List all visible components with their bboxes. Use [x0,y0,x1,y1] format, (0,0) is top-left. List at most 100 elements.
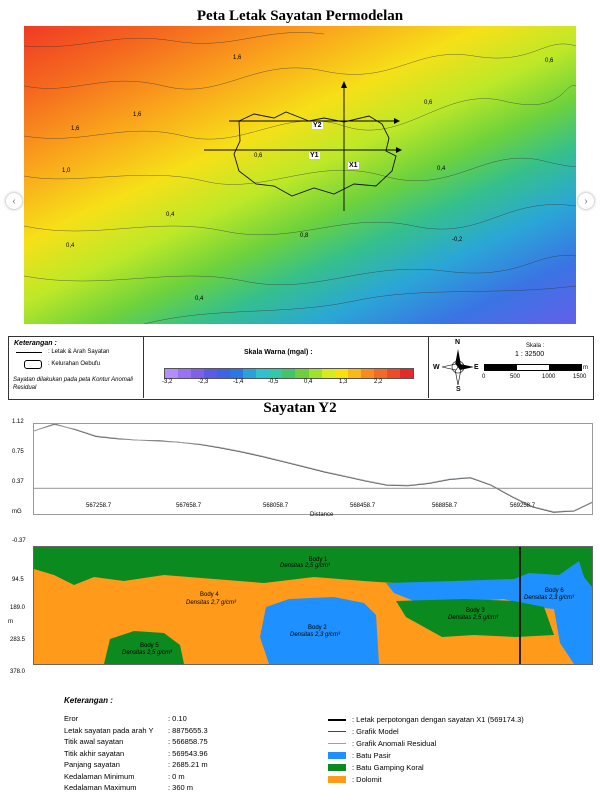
info-value: : 0.10 [168,714,187,723]
scale-tick: 1000 [542,374,556,380]
info-key: Kedalaman Maximum [64,783,137,792]
contour-label: 1,0 [62,168,71,174]
legend-heading: Keterangan : [14,340,57,347]
colorscale-cell [204,369,218,378]
colorscale-tick: 1,3 [339,379,348,385]
scale-tick: 1500 [573,374,587,380]
contour-label: 0,4 [195,296,204,302]
x-tick: 567658.7 [176,503,202,509]
contour-label: 0,8 [300,233,309,239]
series-line [33,423,593,513]
info-key: Panjang sayatan [64,760,120,769]
info-value: : 360 m [168,783,194,792]
chevron-right-icon: › [584,195,588,207]
legend-label: : Batu Pasir [352,751,391,760]
x-tick: 569258.7 [510,503,536,509]
info-key: Titik akhir sayatan [64,748,125,758]
scale-ratio: 1 : 32500 [515,351,545,358]
colorscale-cell [230,369,244,378]
legend-note: Sayatan dilakukan pada peta Kontur Anoma… [13,377,133,391]
contour-label: 0,4 [66,243,75,249]
contour-label: 1,6 [233,55,242,61]
x-tick: 567258.7 [86,503,112,509]
scale-label: Skala : [526,343,545,349]
colorscale-tick: -0,5 [268,379,279,385]
divider [143,337,144,398]
body-label: Body 5 [140,643,159,649]
colorscale-cell [334,369,348,378]
colorscale-cell [269,369,283,378]
colorscale-cell [165,369,179,378]
legend-label: : Batu Gamping Koral [352,763,424,772]
colorscale-cell [360,369,374,378]
colorscale-cell [347,369,361,378]
colorscale-cell [373,369,387,378]
legend-swatch [328,743,346,744]
gravity-profile-chart [33,423,593,515]
info-key: Eror [64,714,79,723]
colorscale-bar [164,368,414,379]
cross-section-model [33,546,593,665]
scale-tick: 0 [482,374,486,380]
x-axis-label: Distance [310,512,334,518]
compass-rose-icon [436,343,480,391]
legend-swatch [328,764,346,771]
colorscale-cell [243,369,257,378]
keterangan-heading: Keterangan : [64,696,113,705]
colorscale-tick: -2,3 [198,379,209,385]
scale-bar [484,364,582,371]
info-value: : 2685.21 m [168,760,208,769]
depth-tick: 94.5 [12,577,24,583]
colorscale-cell [191,369,205,378]
body-label: Body 4 [200,592,219,598]
contour-label: 1,6 [133,112,142,118]
colorscale-tick: 2,2 [374,379,383,385]
section-line-symbol [16,352,42,353]
y-tick: 0.37 [12,479,24,485]
info-key: Kedalaman Minimum [64,771,135,781]
colorscale-cell [282,369,296,378]
colorscale-cell [386,369,400,378]
colorscale-tick: -3,2 [162,379,173,385]
compass-w: W [433,364,440,371]
depth-tick: 378.0 [10,669,26,675]
info-value: : 8875655.3 [168,725,208,735]
colorscale-cell [217,369,231,378]
prev-slide-button[interactable]: ‹ [6,193,22,209]
cross-section-svg [34,547,592,664]
contour-label: 0,6 [424,100,433,106]
body-density: Densitas 2,5 g/cm³ [280,563,331,569]
contour-map [23,26,582,325]
contour-label: -0,2 [452,237,463,243]
gravity-profile-svg [33,423,593,513]
section-title: Sayatan Y2 [263,400,337,416]
colorscale-cell [321,369,335,378]
legend-swatch [328,752,346,759]
colorscale-tick: -1,4 [233,379,244,385]
chevron-left-icon: ‹ [12,195,16,207]
legend-swatch [328,719,346,721]
colorscale-cell [178,369,192,378]
legend-swatch [328,731,346,732]
legend-item: : Letak & Arah Sayatan [48,349,110,355]
next-slide-button[interactable]: › [578,193,594,209]
compass-s: S [456,386,461,393]
body-label: Body 2 [308,625,327,631]
y-tick: -0.37 [12,538,26,544]
body-density: Densitas 2,5 g/cm³ [448,615,499,621]
depth-tick: 189.0 [10,605,26,611]
map-legend [8,336,594,400]
colorscale-cell [256,369,270,378]
info-key: Titik awal sayatan [64,737,124,746]
legend-item: : Kelurahan Oebufu [48,361,101,367]
legend-swatch [328,776,346,783]
compass-e: E [474,364,479,371]
contour-map-svg [23,26,582,325]
body-density: Densitas 2,7 g/cm³ [186,600,237,606]
info-value: : 0 m [168,771,185,781]
y-tick: 1.12 [12,419,24,425]
legend-label: : Grafik Anomali Residual [352,739,437,748]
boundary-symbol [24,360,42,369]
contour-label: 1,6 [71,126,80,132]
colorscale-cell [399,369,413,378]
